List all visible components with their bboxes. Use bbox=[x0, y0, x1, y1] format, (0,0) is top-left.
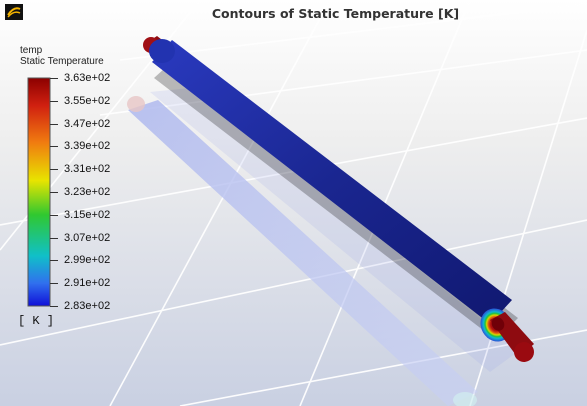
colorbar-tick-label: 3.55e+02 bbox=[64, 95, 111, 107]
colorbar-tick bbox=[50, 169, 58, 170]
plot-title-text: Contours of Static Temperature [K] bbox=[211, 6, 460, 21]
colorbar-tick-label: 3.47e+02 bbox=[64, 118, 111, 130]
colorbar-tick bbox=[50, 215, 58, 216]
colorbar-tick-label: 2.99e+02 bbox=[64, 254, 111, 266]
pipe-shadow-soft bbox=[150, 88, 520, 372]
colorbar-tick-label: 3.07e+02 bbox=[64, 232, 111, 244]
colorbar-tick bbox=[50, 101, 58, 102]
colorbar-tick bbox=[50, 124, 58, 125]
colorbar-tick-label: 3.15e+02 bbox=[64, 209, 111, 221]
colorbar-tick-label: 3.63e+02 bbox=[64, 72, 111, 84]
colorbar-tick bbox=[50, 146, 58, 147]
colorbar-tick bbox=[50, 192, 58, 193]
plot-title: Contours of Static Temperature [K] bbox=[0, 6, 587, 21]
colorbar-tick bbox=[50, 260, 58, 261]
colorbar-tick bbox=[50, 78, 58, 79]
outer-pipe bbox=[152, 40, 512, 324]
colorbar-tick-label: 2.91e+02 bbox=[64, 277, 111, 289]
colorbar-tick-label: 3.31e+02 bbox=[64, 163, 111, 175]
legend-field-name: temp bbox=[20, 45, 43, 56]
colorbar-tick bbox=[50, 238, 58, 239]
pipe-shadow bbox=[128, 100, 478, 406]
colorbar-tick-label: 3.39e+02 bbox=[64, 140, 111, 152]
legend-unit: [ K ] bbox=[18, 314, 55, 328]
inner-core-right-cap bbox=[514, 342, 534, 362]
colorbar-tick bbox=[50, 283, 58, 284]
ansys-logo-icon bbox=[5, 4, 23, 20]
colorbar-fill bbox=[27, 77, 51, 307]
shadow-core-ghost bbox=[127, 96, 145, 112]
colorbar-tick-label: 2.83e+02 bbox=[64, 300, 111, 312]
colorbar-tick-label: 3.23e+02 bbox=[64, 186, 111, 198]
colorbar-tick bbox=[50, 306, 58, 307]
legend-field-description: Static Temperature bbox=[20, 56, 104, 67]
inner-core-right-shade bbox=[491, 317, 505, 331]
outer-pipe-left-cap bbox=[149, 39, 175, 63]
shadow-end-ghost bbox=[453, 392, 477, 406]
